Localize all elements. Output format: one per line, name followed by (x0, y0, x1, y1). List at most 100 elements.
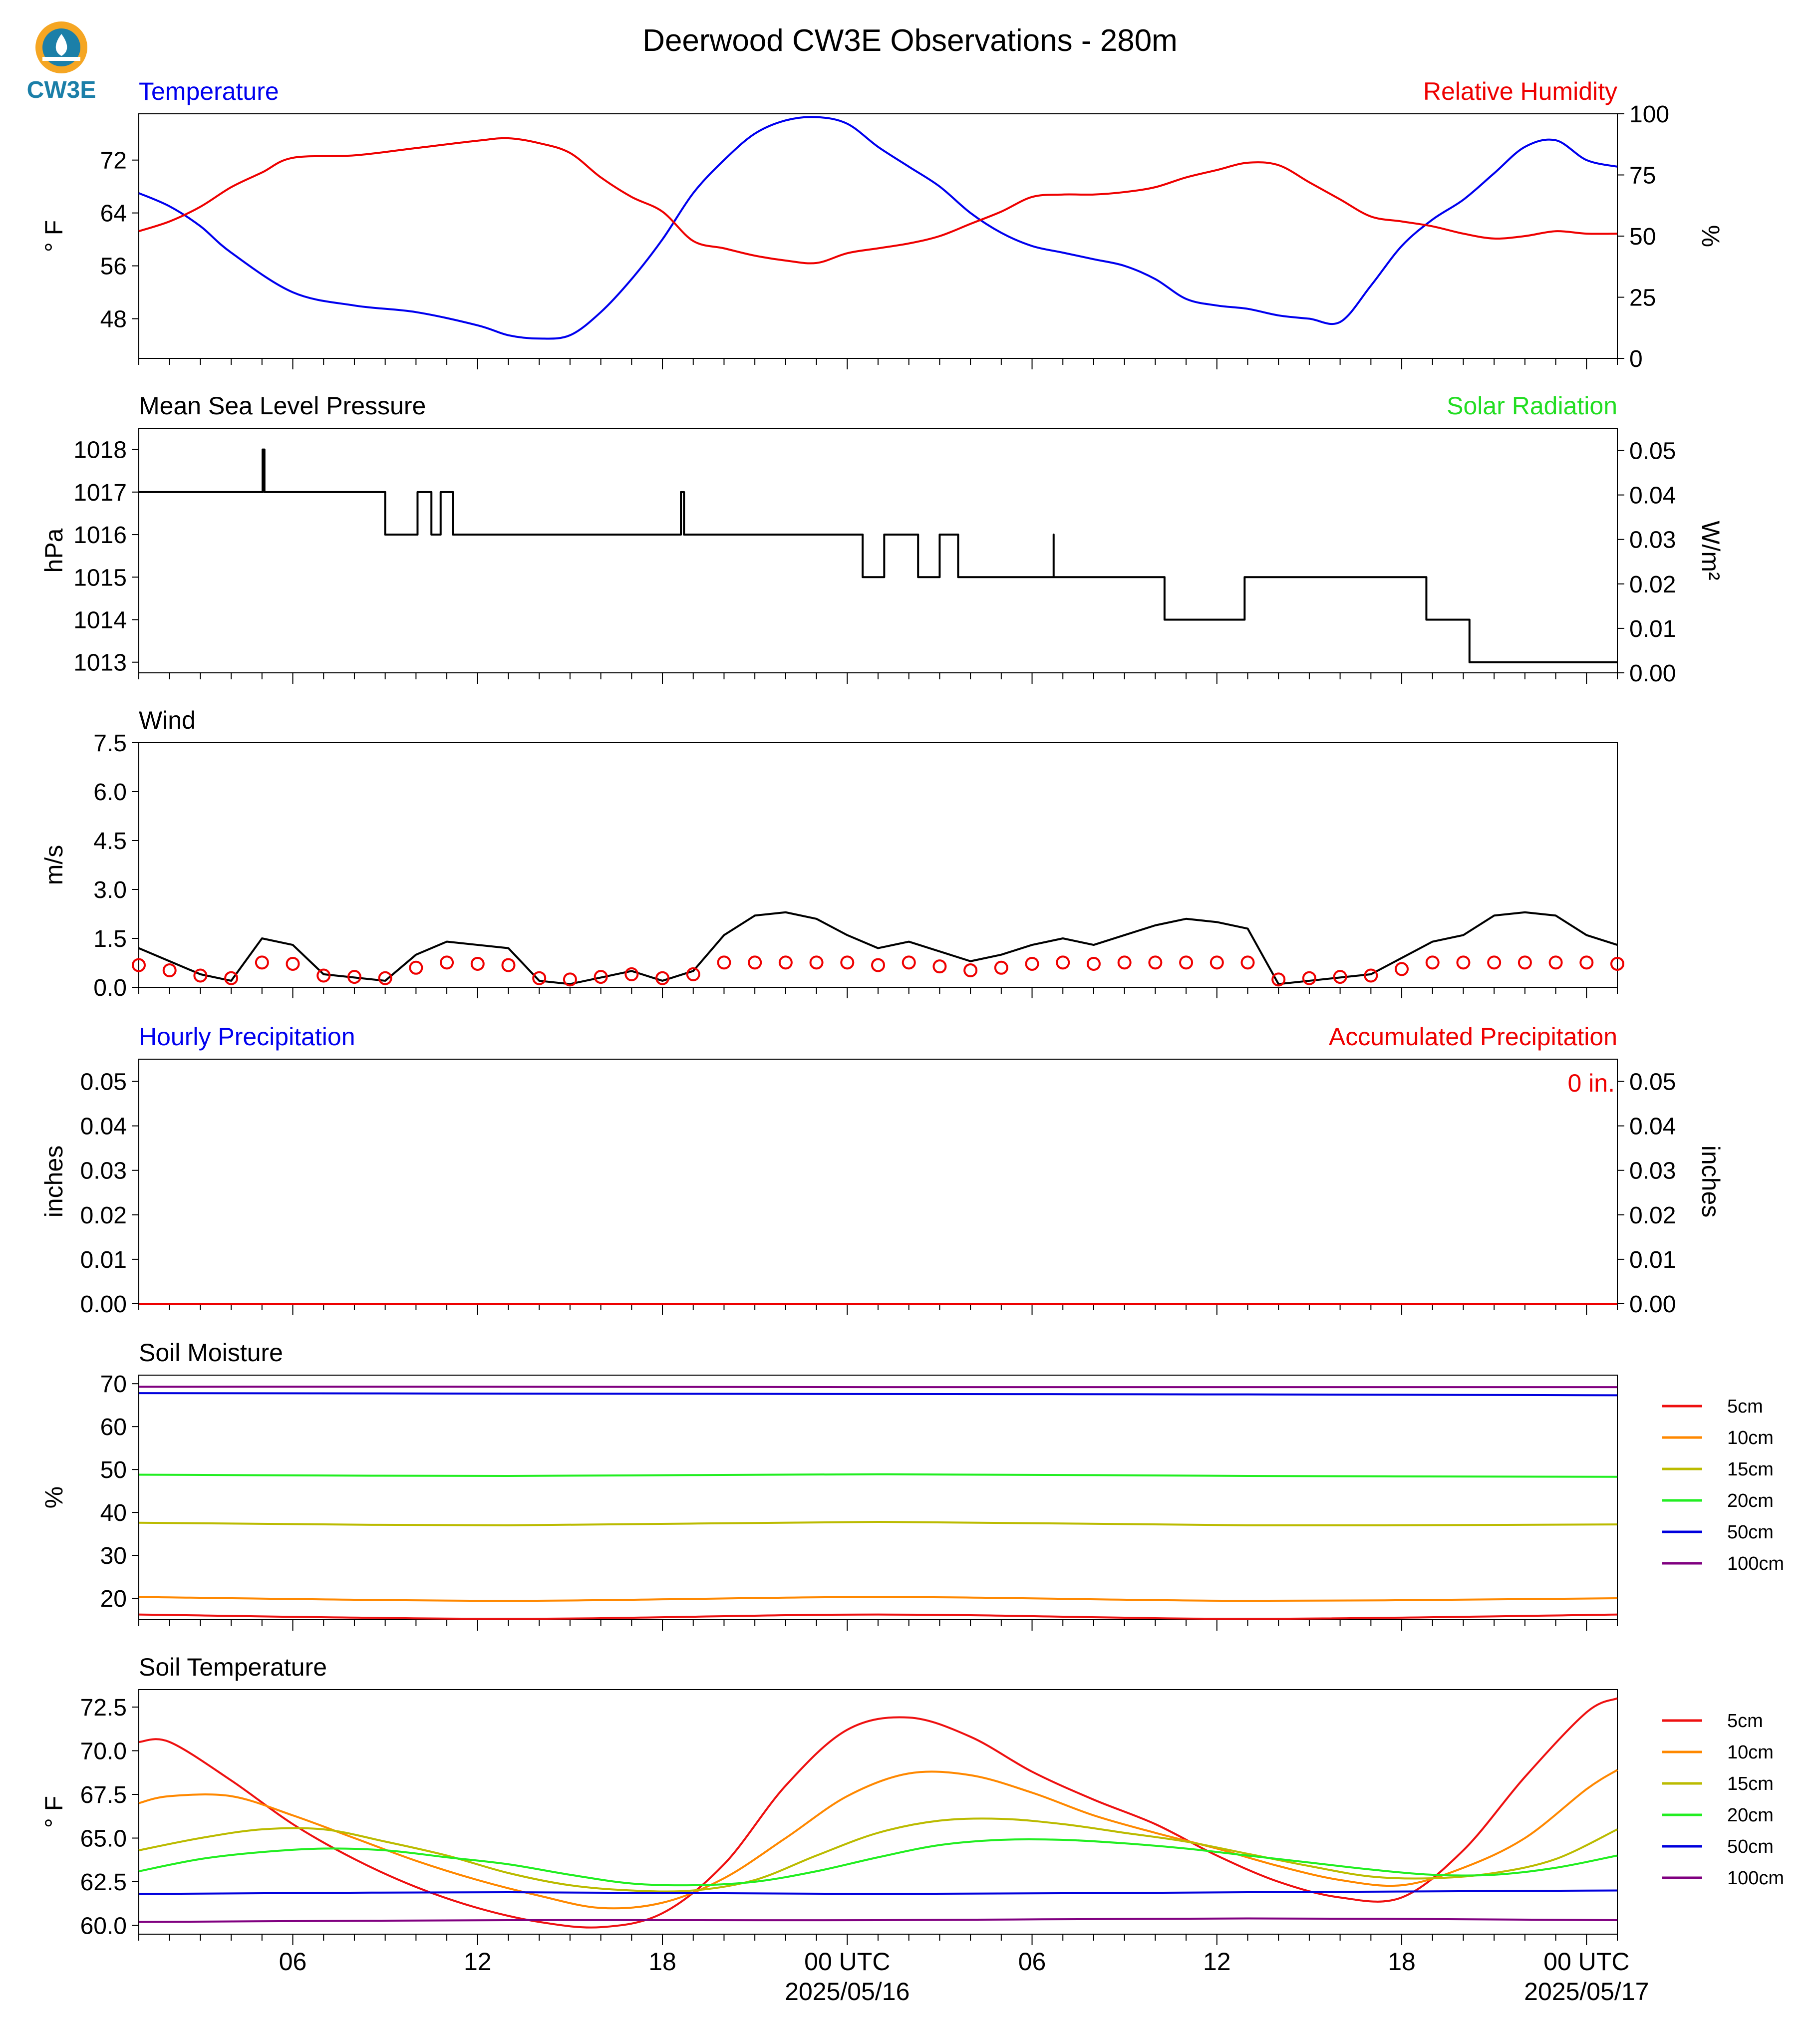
legend-label-20cm: 20cm (1727, 1490, 1774, 1511)
wind-barb-marker (255, 955, 269, 970)
precip-ytick-label: 0.01 (80, 1247, 127, 1273)
legend-label-100cm: 100cm (1727, 1553, 1784, 1574)
precip-y2tick-label: 0.03 (1629, 1158, 1676, 1184)
soil_temp-ylabel: ° F (40, 1796, 68, 1828)
time-tick-label: 06 (279, 1948, 307, 1976)
pressure-y2tick-label: 0.04 (1629, 483, 1676, 509)
pressure-ytick-label: 1018 (73, 437, 127, 464)
legend-label-15cm: 15cm (1727, 1773, 1774, 1794)
wind-barb-marker (1210, 955, 1224, 970)
wind-barb-marker (1302, 971, 1316, 985)
time-tick-label: 00 UTC (804, 1948, 890, 1976)
temp_rh-ytick-label: 64 (100, 201, 127, 227)
precip-title: Hourly Precipitation (139, 1023, 355, 1051)
temp_rh-y2tick-label: 50 (1629, 224, 1656, 250)
soil_temp-ytick-label: 72.5 (80, 1695, 127, 1721)
soil_temp-ytick-label: 60.0 (80, 1913, 127, 1940)
legend-label-20cm: 20cm (1727, 1805, 1774, 1826)
soil_temp-title: Soil Temperature (139, 1653, 327, 1681)
precip-y2label: inches (1697, 1146, 1725, 1218)
pressure-right-title: Solar Radiation (1447, 392, 1617, 420)
temp_rh-title: Temperature (139, 77, 279, 105)
soil_temp-series-line (138, 1917, 1618, 1923)
temp_rh-y2tick-label: 0 (1629, 346, 1643, 372)
wind-barb-marker (532, 971, 547, 985)
pressure-y2tick-label: 0.00 (1629, 660, 1676, 687)
pressure-ytick-label: 1014 (73, 607, 127, 633)
wind-barb-marker (409, 960, 423, 975)
pressure-y2tick-label: 0.01 (1629, 616, 1676, 642)
soil_moisture-series-line (138, 1596, 1618, 1602)
wind-barb-marker (871, 958, 885, 972)
pressure-y2tick-label: 0.03 (1629, 527, 1676, 554)
precip-ytick-label: 0.04 (80, 1114, 127, 1140)
wind-barb-marker (778, 955, 793, 970)
temp_rh-y2label: % (1697, 225, 1725, 247)
pressure-ytick-label: 1016 (73, 522, 127, 549)
soil_moisture-ytick-label: 70 (100, 1371, 127, 1398)
wind-ytick-label: 6.0 (93, 779, 127, 806)
temp_rh-series-line (138, 116, 1618, 340)
precip-ytick-label: 0.00 (80, 1291, 127, 1318)
precip-y2tick-label: 0.05 (1629, 1069, 1676, 1096)
legend-label-10cm: 10cm (1727, 1742, 1774, 1763)
wind-barb-marker (594, 970, 608, 984)
soil_moisture-frame (138, 1375, 1618, 1620)
wind-ytick-label: 3.0 (93, 877, 127, 903)
soil_temp-frame (138, 1689, 1618, 1935)
wind-barb-marker (994, 960, 1008, 975)
precip-ytick-label: 0.02 (80, 1202, 127, 1229)
logo-text: CW3E (27, 77, 96, 103)
wind-barb-marker (1487, 955, 1502, 970)
temp_rh-series-line (138, 137, 1618, 265)
wind-barb-marker (717, 955, 731, 970)
figure-title: Deerwood CW3E Observations - 280m (642, 23, 1178, 58)
soil_moisture-series-line (138, 1613, 1618, 1620)
wind-barb-marker (1086, 956, 1101, 971)
pressure-title: Mean Sea Level Pressure (139, 392, 426, 420)
temp_rh-ylabel: ° F (40, 220, 68, 252)
temp_rh-right-title: Relative Humidity (1423, 77, 1617, 105)
wind-ytick-label: 4.5 (93, 828, 127, 855)
soil_temp-series-line (138, 1889, 1618, 1895)
temp_rh-ytick-label: 72 (100, 148, 127, 174)
soil_moisture-series-line (138, 1473, 1618, 1478)
wind-barb-marker (840, 955, 855, 970)
soil_temp-ytick-label: 70.0 (80, 1738, 127, 1765)
time-tick-label: 18 (648, 1948, 676, 1976)
pressure-series-line (139, 448, 1617, 663)
pressure-frame (138, 428, 1618, 673)
wind-barb-marker (162, 963, 177, 978)
wind-barb-marker (224, 971, 239, 985)
wind-barb-marker (132, 958, 146, 972)
soil_moisture-title: Soil Moisture (139, 1339, 283, 1367)
wind-barb-marker (1364, 968, 1378, 983)
wind-barb-marker (932, 959, 947, 974)
pressure-y2tick-label: 0.05 (1629, 438, 1676, 465)
pressure-y2tick-label: 0.02 (1629, 572, 1676, 598)
soil_temp-series-line (138, 1769, 1618, 1910)
date-label: 2025/05/16 (785, 1978, 910, 2006)
pressure-ylabel: hPa (40, 528, 68, 573)
precip-ylabel: inches (40, 1146, 68, 1218)
wind-ytick-label: 0.0 (93, 975, 127, 1001)
wind-title: Wind (139, 706, 196, 734)
wind-barb-marker (809, 955, 824, 970)
wind-ytick-label: 7.5 (93, 730, 127, 757)
precip-y2tick-label: 0.01 (1629, 1247, 1676, 1273)
wind-barb-marker (286, 956, 300, 971)
pressure-ytick-label: 1017 (73, 480, 127, 506)
wind-barb-marker (1148, 955, 1163, 970)
wind-barb-marker (1240, 955, 1255, 970)
wind-barb-marker (1395, 962, 1409, 976)
soil_moisture-series-line (138, 1392, 1618, 1397)
legend-label-5cm: 5cm (1727, 1396, 1763, 1417)
time-tick-label: 06 (1018, 1948, 1046, 1976)
soil_moisture-ytick-label: 20 (100, 1586, 127, 1612)
time-tick-label: 12 (1203, 1948, 1231, 1976)
wind-barb-marker (1056, 955, 1070, 970)
soil_moisture-ytick-label: 50 (100, 1457, 127, 1483)
wind-barb-marker (1117, 955, 1132, 970)
wind-barb-marker (686, 967, 700, 981)
